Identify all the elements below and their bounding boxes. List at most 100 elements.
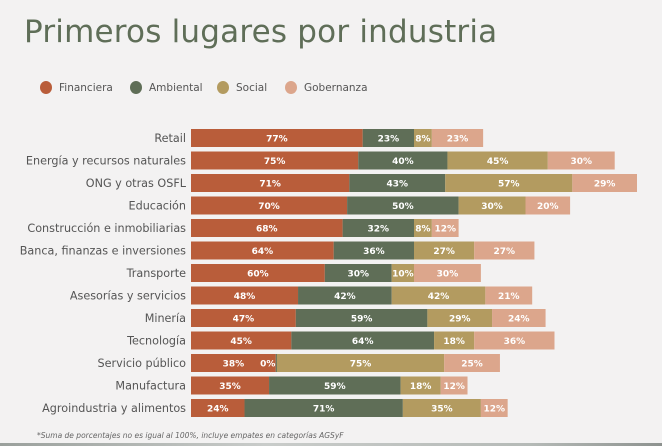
- bar-row-transporte: Transporte 60% 30% 10% 30%: [126, 264, 481, 282]
- legend-swatch-gobernanza: [285, 81, 297, 94]
- category-label: Tecnología: [126, 335, 186, 348]
- data-label-social: 18%: [443, 337, 465, 347]
- bar-segment-gobernanza: [572, 174, 637, 192]
- bar-segment-social: [400, 376, 441, 395]
- bar-segment-financiera: [191, 376, 270, 395]
- bar-segment-social: [414, 219, 432, 237]
- data-label-financiera: 64%: [252, 247, 274, 257]
- data-label-ambiental: 40%: [392, 157, 414, 167]
- data-label-gobernanza: 25%: [461, 359, 483, 369]
- data-label-gobernanza: 29%: [594, 179, 616, 189]
- data-label-gobernanza: 23%: [447, 134, 469, 144]
- bar-row-tecnologia: Tecnología 45% 64% 18% 36%: [126, 331, 555, 350]
- data-label-gobernanza: 27%: [494, 247, 516, 257]
- category-label: Manufactura: [115, 380, 186, 393]
- data-label-financiera: 48%: [234, 292, 256, 302]
- data-label-social: 42%: [428, 292, 450, 302]
- data-label-ambiental: 23%: [378, 134, 400, 144]
- bar-segment-ambiental: [275, 354, 277, 372]
- bar-segment-financiera: [191, 309, 296, 327]
- data-label-financiera: 68%: [256, 224, 278, 234]
- bar-segment-social: [391, 264, 414, 282]
- legend-swatch-ambiental: [130, 81, 142, 94]
- bar-row-energia-y-recursos-naturales: Energía y recursos naturales 75% 40% 45% 30%: [26, 151, 615, 170]
- bar-segment-ambiental: [291, 331, 435, 350]
- bar-segment-ambiental: [298, 286, 392, 305]
- bar-row-manufactura: Manufactura 35% 59% 18% 12%: [115, 376, 468, 395]
- legend-label-gobernanza: Gobernanza: [304, 81, 368, 94]
- legend-item-financiera: Financiera: [40, 81, 113, 94]
- data-label-ambiental: 0%: [260, 359, 275, 369]
- bar-segment-financiera: [191, 174, 350, 192]
- data-label-social: 8%: [415, 224, 430, 234]
- bar-segment-gobernanza: [431, 129, 484, 147]
- bar-segment-ambiental: [295, 309, 428, 327]
- data-label-ambiental: 59%: [324, 382, 346, 392]
- category-label: Retail: [154, 132, 186, 145]
- data-label-financiera: 24%: [207, 404, 229, 414]
- bar-row-retail: Retail 77% 23% 8% 23%: [154, 129, 484, 147]
- bar-row-banca-finanzas-e-inversiones: Banca, finanzas e inversiones 64% 36% 27% 27…: [20, 241, 535, 260]
- bar-segment-gobernanza: [414, 264, 481, 282]
- bar-row-asesorias-y-servicios: Asesorías y servicios 48% 42% 42% 21%: [70, 286, 533, 305]
- stacked-bar-chart: Retail 77% 23% 8% 23% Energía y recursos natu…: [20, 129, 637, 417]
- bar-segment-ambiental: [324, 264, 392, 282]
- data-label-ambiental: 59%: [351, 314, 373, 324]
- data-label-social: 35%: [431, 404, 453, 414]
- legend-label-financiera: Financiera: [59, 81, 113, 94]
- bar-row-agroindustria-y-alimentos: Agroindustria y alimentos 24% 71% 35% 12%: [42, 399, 508, 417]
- data-label-gobernanza: 36%: [504, 337, 526, 347]
- bar-segment-financiera: [191, 399, 245, 417]
- data-label-gobernanza: 12%: [434, 224, 456, 234]
- bar-segment-ambiental: [333, 241, 414, 260]
- data-label-financiera: 71%: [259, 179, 281, 189]
- data-label-social: 57%: [498, 179, 520, 189]
- legend-swatch-financiera: [40, 81, 52, 94]
- data-label-gobernanza: 24%: [508, 314, 530, 324]
- data-label-financiera: 45%: [230, 337, 252, 347]
- bar-segment-gobernanza: [485, 286, 533, 305]
- bar-segment-financiera: [191, 196, 348, 215]
- bar-segment-gobernanza: [431, 219, 459, 237]
- legend-item-gobernanza: Gobernanza: [285, 81, 368, 94]
- bottom-edge: [0, 443, 662, 446]
- legend-label-social: Social: [236, 81, 268, 94]
- bar-segment-financiera: [191, 151, 359, 170]
- legend-item-ambiental: Ambiental: [130, 81, 203, 94]
- bar-segment-ambiental: [269, 376, 401, 395]
- bar-segment-social: [458, 196, 526, 215]
- category-label: Transporte: [126, 267, 186, 280]
- category-label: ONG y otras OSFL: [86, 177, 187, 190]
- data-label-gobernanza: 30%: [437, 269, 459, 279]
- bar-segment-social: [276, 354, 445, 372]
- bar-segment-gobernanza: [492, 309, 546, 327]
- bar-segment-ambiental: [358, 151, 448, 170]
- bar-segment-ambiental: [347, 196, 459, 215]
- bar-segment-financiera: [191, 129, 363, 147]
- bar-segment-social: [402, 399, 481, 417]
- bar-segment-social: [445, 174, 573, 192]
- legend-item-social: Social: [217, 81, 267, 94]
- data-label-gobernanza: 20%: [537, 202, 559, 212]
- bar-segment-social: [414, 129, 432, 147]
- legend-swatch-social: [217, 81, 229, 94]
- bar-row-servicio-publico: Servicio público 38% 0% 75% 25%: [98, 354, 500, 372]
- bar-segment-gobernanza: [474, 331, 555, 350]
- data-label-social: 75%: [350, 359, 372, 369]
- category-label: Agroindustria y alimentos: [42, 402, 186, 415]
- bar-segment-social: [447, 151, 548, 170]
- data-label-social: 8%: [415, 134, 430, 144]
- bar-segment-ambiental: [244, 399, 403, 417]
- data-label-ambiental: 64%: [352, 337, 374, 347]
- data-label-ambiental: 36%: [363, 247, 385, 257]
- data-label-ambiental: 30%: [347, 269, 369, 279]
- category-label: Servicio público: [98, 357, 187, 370]
- bar-segment-social: [427, 309, 493, 327]
- bar-segment-social: [414, 241, 475, 260]
- category-label: Banca, finanzas e inversiones: [20, 245, 186, 258]
- category-label: Educación: [129, 200, 186, 213]
- chart-title: Primeros lugares por industria: [24, 14, 498, 50]
- data-label-ambiental: 71%: [313, 404, 335, 414]
- bar-segment-financiera: [191, 331, 292, 350]
- data-label-financiera: 77%: [266, 134, 288, 144]
